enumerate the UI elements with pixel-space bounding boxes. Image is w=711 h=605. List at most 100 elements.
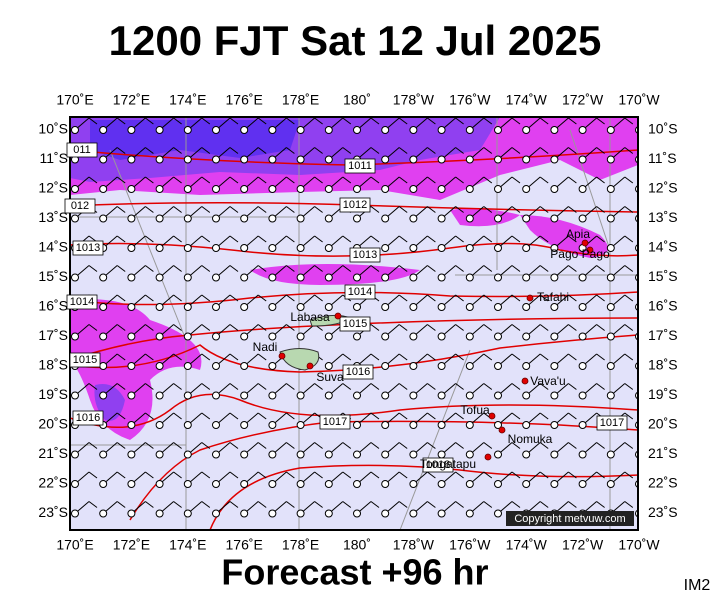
place-dot bbox=[581, 239, 589, 247]
wind-barb bbox=[257, 265, 267, 272]
wind-barb bbox=[483, 265, 493, 272]
wind-barb bbox=[145, 324, 154, 331]
wind-station bbox=[183, 450, 192, 459]
wind-barb bbox=[483, 206, 493, 213]
wind-barb bbox=[596, 442, 605, 449]
wind-station bbox=[606, 450, 615, 459]
wind-barb bbox=[257, 383, 267, 390]
wind-station bbox=[409, 155, 418, 164]
lon-label-top: 176˚E bbox=[226, 92, 263, 108]
place-name: Vava'u bbox=[530, 374, 565, 388]
wind-barb bbox=[568, 412, 577, 420]
wind-barb bbox=[286, 442, 295, 449]
wind-barb bbox=[145, 294, 154, 302]
wind-station bbox=[324, 450, 333, 459]
wind-station bbox=[127, 391, 136, 400]
wind-barb bbox=[596, 176, 605, 184]
lat-label-left: 18˚S bbox=[38, 357, 68, 373]
wind-station bbox=[465, 244, 474, 252]
wind-barb bbox=[173, 265, 182, 272]
wind-station bbox=[268, 155, 277, 164]
wind-barb bbox=[201, 206, 211, 213]
wind-barb bbox=[539, 501, 549, 508]
wind-station bbox=[578, 126, 587, 134]
wind-barb bbox=[398, 383, 408, 390]
wind-station bbox=[212, 362, 220, 370]
lat-label-left: 11˚S bbox=[39, 150, 68, 166]
wind-barb bbox=[145, 235, 154, 243]
wind-station bbox=[494, 214, 502, 223]
wind-barb bbox=[511, 324, 521, 331]
wind-barb bbox=[342, 147, 352, 154]
image-label: IM2 bbox=[684, 577, 711, 594]
wind-barb bbox=[455, 294, 464, 302]
wind-barb bbox=[427, 206, 436, 213]
wind-station bbox=[127, 421, 136, 429]
isobar-label-box bbox=[344, 284, 376, 300]
wind-station bbox=[606, 126, 615, 134]
isobar-label: 1014 bbox=[70, 296, 94, 308]
wind-station bbox=[606, 214, 615, 223]
wind-station bbox=[99, 362, 108, 370]
wind-barb bbox=[370, 471, 380, 479]
isobar-label: 1015 bbox=[73, 354, 97, 366]
wind-station bbox=[71, 332, 79, 341]
wind-station bbox=[324, 155, 333, 164]
wind-barb bbox=[511, 501, 521, 508]
isobar-label-box bbox=[69, 352, 101, 368]
lat-label-right: 19˚S bbox=[648, 386, 678, 402]
wind-barb bbox=[229, 442, 239, 449]
isobar-label: 1013 bbox=[353, 249, 377, 261]
wind-station bbox=[465, 332, 474, 341]
wind-barb bbox=[455, 117, 464, 125]
wind-barb bbox=[511, 265, 521, 272]
wind-station bbox=[465, 362, 474, 370]
lon-label-bottom: 180˚ bbox=[343, 537, 371, 553]
isobar-label-box bbox=[319, 414, 351, 430]
wind-station bbox=[183, 214, 192, 223]
wind-station bbox=[183, 362, 192, 370]
wind-station bbox=[155, 332, 164, 341]
wind-station bbox=[99, 273, 108, 282]
wind-station bbox=[268, 244, 277, 252]
wind-station bbox=[240, 362, 249, 370]
wind-station bbox=[465, 480, 474, 488]
lon-label-top: 178˚E bbox=[282, 92, 319, 108]
wind-barb bbox=[596, 265, 605, 272]
wind-barb bbox=[286, 471, 295, 479]
wind-station bbox=[522, 421, 531, 429]
wind-barb bbox=[173, 383, 182, 390]
wind-station bbox=[296, 332, 305, 341]
wind-station bbox=[240, 244, 249, 252]
wind-station bbox=[99, 214, 108, 223]
place-name: Apia bbox=[566, 227, 590, 241]
wind-station bbox=[353, 480, 361, 488]
lat-label-left: 23˚S bbox=[38, 504, 68, 520]
wind-barb bbox=[483, 147, 493, 154]
wind-station bbox=[353, 332, 361, 341]
lon-label-top: 170˚W bbox=[618, 92, 660, 108]
wind-barb bbox=[145, 265, 154, 272]
wind-barb bbox=[116, 117, 126, 125]
wind-station bbox=[324, 303, 333, 311]
wind-barb bbox=[257, 147, 267, 154]
isobar-label: 1018 bbox=[426, 459, 450, 471]
lon-label-top: 174˚E bbox=[169, 92, 206, 108]
wind-station bbox=[437, 273, 446, 282]
wind-barb bbox=[88, 117, 98, 125]
wind-barb bbox=[596, 471, 605, 479]
wind-station bbox=[127, 480, 136, 488]
wind-station bbox=[155, 509, 164, 518]
wind-barb bbox=[370, 147, 380, 154]
lon-label-top: 180˚ bbox=[343, 92, 371, 108]
lon-label-top: 172˚E bbox=[113, 92, 150, 108]
wind-station bbox=[494, 155, 502, 164]
wind-station bbox=[606, 391, 615, 400]
wind-station bbox=[212, 214, 220, 223]
wind-station bbox=[465, 185, 474, 193]
wind-barb bbox=[342, 235, 352, 243]
wind-station bbox=[268, 332, 277, 341]
wind-barb bbox=[116, 383, 126, 390]
isobar-label: 1015 bbox=[343, 318, 367, 330]
